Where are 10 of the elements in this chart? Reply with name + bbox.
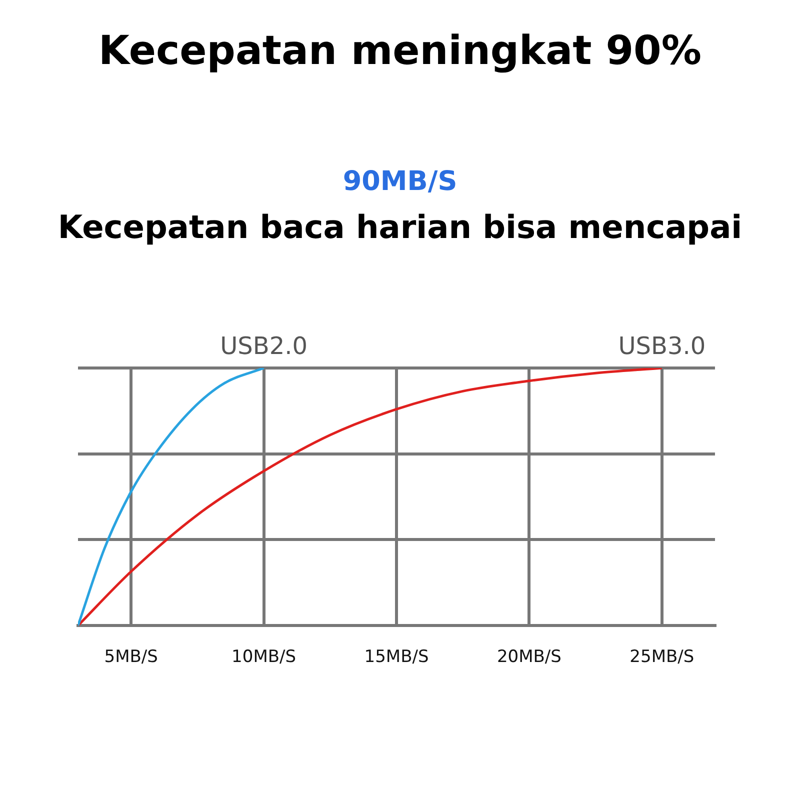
x-tick-label: 10MB/S: [232, 647, 296, 668]
series-label: USB2.0: [220, 332, 308, 360]
x-tick-label: 5MB/S: [104, 647, 158, 668]
chart-title: Kecepatan meningkat 90%: [98, 28, 702, 74]
text: Kecepatan baca harian bisa mencapai: [56, 208, 744, 246]
x-tick-label: 20MB/S: [496, 647, 562, 668]
x-tick-label: 15MB/S: [364, 647, 429, 668]
series-label: USB3.0: [618, 332, 706, 360]
chart-subtitle: 90MB/S: [342, 166, 458, 197]
x-tick-label: 25MB/S: [630, 647, 694, 668]
